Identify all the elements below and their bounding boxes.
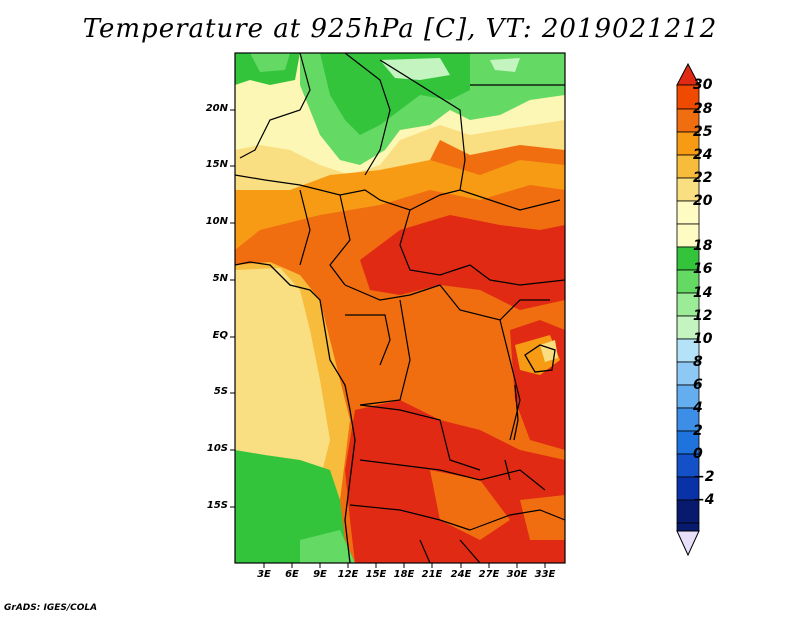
lat-tick-label: 10S [206, 443, 228, 454]
lat-tick-label: 15S [206, 500, 228, 511]
temperature-field [235, 53, 565, 563]
colorbar-label: 2 [693, 423, 703, 439]
colorbar-label: 16 [693, 261, 713, 277]
colorbar-label: 8 [693, 354, 703, 370]
colorbar [676, 62, 700, 557]
axis-ticks [230, 109, 546, 568]
coastline [234, 261, 356, 564]
lon-tick-label: 9E [313, 569, 327, 580]
lat-tick-label: 5S [213, 386, 228, 397]
lat-tick-label: 15N [205, 159, 228, 170]
colorbar-label: 24 [693, 147, 713, 163]
colorbar-label: 30 [693, 77, 713, 93]
lat-tick-label: EQ [212, 330, 228, 341]
lon-tick-label: 30E [506, 569, 528, 580]
colorbar-label: 22 [693, 170, 713, 186]
map-frame [234, 52, 566, 564]
colorbar-label: 6 [693, 377, 703, 393]
colorbar-label: −4 [693, 492, 715, 508]
lon-tick-label: 3E [257, 569, 271, 580]
colorbar-label: 12 [693, 308, 713, 324]
colorbar-label: 10 [693, 331, 713, 347]
colorbar-label: 18 [693, 238, 713, 254]
lon-tick-label: 6E [285, 569, 299, 580]
lon-tick-label: 12E [337, 569, 359, 580]
map-title: Temperature at 925hPa [C], VT: 201902121… [82, 14, 718, 44]
lon-tick-label: 15E [365, 569, 387, 580]
colorbar-label: 4 [693, 400, 703, 416]
colorbar-label: −2 [693, 469, 715, 485]
lat-tick-label: 20N [205, 103, 228, 114]
lon-tick-label: 27E [478, 569, 500, 580]
colorbar-label: 25 [693, 124, 713, 140]
colorbar-label: 14 [693, 285, 713, 301]
lon-tick-label: 33E [534, 569, 556, 580]
colorbar-bottom-arrow [676, 530, 700, 557]
lon-tick-label: 18E [393, 569, 415, 580]
lon-tick-label: 24E [450, 569, 472, 580]
country-borders [234, 52, 566, 564]
lakes [504, 344, 556, 481]
colorbar-label: 20 [693, 193, 713, 209]
colorbar-label: 0 [693, 446, 703, 462]
lon-tick-label: 21E [421, 569, 443, 580]
lat-tick-label: 10N [205, 216, 228, 227]
lat-tick-label: 5N [212, 273, 228, 284]
colorbar-label: 28 [693, 101, 713, 117]
footer-credit: GrADS: IGES/COLA [4, 603, 98, 613]
